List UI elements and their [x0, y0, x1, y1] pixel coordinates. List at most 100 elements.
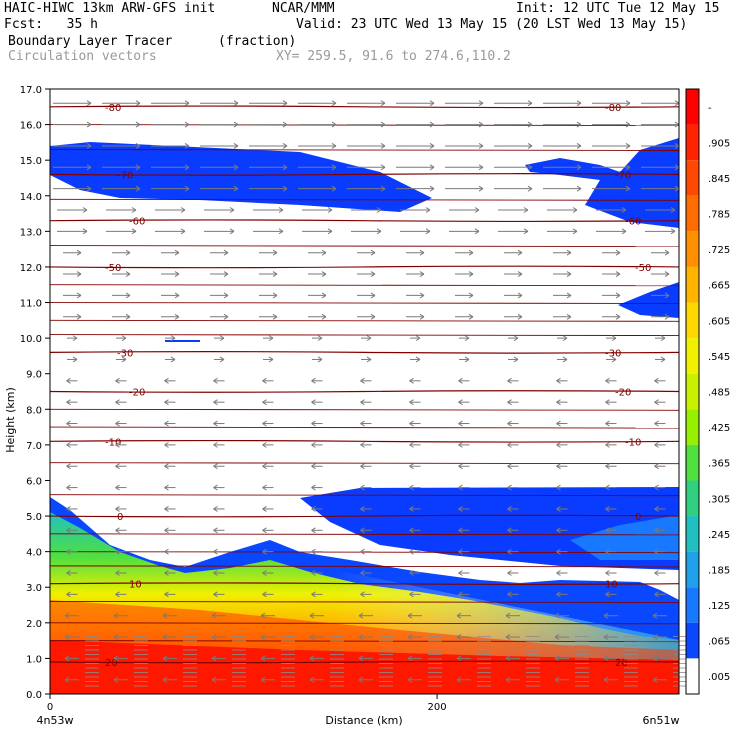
circulation-vector	[106, 228, 137, 235]
circulation-vector	[406, 271, 425, 277]
temperature-contour-line	[49, 565, 680, 568]
temperature-contour-line	[49, 284, 680, 287]
temperature-contour-label: -60	[625, 217, 641, 228]
circulation-vector	[249, 100, 288, 107]
circulation-vector	[456, 655, 471, 662]
circulation-vector	[311, 377, 323, 384]
temperature-contour-line	[49, 439, 680, 443]
circulation-vector	[164, 506, 176, 512]
circulation-vector	[360, 484, 372, 491]
circulation-vector	[204, 207, 235, 213]
circulation-vector	[494, 164, 533, 171]
circulation-vector	[262, 548, 274, 555]
colorbar-swatch	[686, 516, 699, 552]
circulation-vector	[112, 292, 131, 299]
circulation-vector	[63, 313, 82, 320]
y-tick-label: 13.0	[20, 227, 42, 238]
temperature-contour-line	[49, 494, 680, 497]
circulation-vector	[605, 527, 617, 534]
circulation-vector	[605, 506, 617, 512]
forecast-hour: Fcst: 35 h	[4, 17, 98, 32]
temperature-contour-label: -50	[105, 263, 121, 274]
circulation-vector	[652, 655, 667, 662]
circulation-vector	[605, 570, 617, 576]
circulation-vector	[115, 506, 127, 512]
circulation-vector	[259, 292, 278, 299]
colorbar-swatch	[686, 266, 699, 303]
circulation-vector	[652, 634, 667, 640]
circulation-vector	[311, 506, 323, 512]
circulation-vector	[112, 313, 131, 320]
circulation-vector	[311, 399, 323, 406]
colorbar-swatch	[686, 302, 699, 339]
circulation-vector	[298, 164, 337, 171]
circulation-vector	[606, 335, 617, 342]
circulation-vector	[210, 249, 229, 256]
circulation-vector	[605, 377, 617, 384]
circulation-vector	[602, 313, 621, 320]
circulation-vector	[262, 484, 274, 491]
circulation-vector	[455, 249, 474, 256]
circulation-vector	[592, 185, 631, 192]
circulation-vector	[115, 548, 127, 555]
circulation-vector	[211, 634, 226, 640]
circulation-vector	[298, 100, 337, 107]
circulation-vector	[211, 655, 226, 662]
circulation-vector	[654, 527, 666, 534]
circulation-vector	[214, 335, 225, 342]
circulation-vector	[504, 271, 523, 277]
circulation-vector	[505, 612, 520, 619]
circulation-vector	[507, 506, 519, 512]
circulation-vector	[64, 634, 79, 640]
circulation-vector	[66, 399, 78, 406]
circulation-vector	[498, 207, 529, 213]
circulation-vector	[556, 463, 568, 470]
tracer-region-right-mid	[618, 282, 679, 318]
circulation-vector	[200, 164, 239, 171]
circulation-vector	[262, 463, 274, 470]
temperature-contour-line	[49, 334, 680, 337]
circulation-vector	[64, 612, 79, 619]
circulation-vector	[151, 121, 190, 128]
colorbar-label: .725	[708, 245, 730, 256]
circulation-vector	[211, 612, 226, 619]
circulation-vector	[165, 356, 176, 363]
field-name: Boundary Layer Tracer	[8, 34, 173, 49]
circulation-vector	[361, 356, 372, 363]
circulation-vector	[553, 313, 572, 320]
circulation-vector	[507, 377, 519, 384]
colorbar-label: .845	[708, 174, 730, 185]
circulation-vector	[358, 612, 373, 619]
circulation-vector	[67, 356, 78, 363]
circulation-vector	[543, 164, 582, 171]
colorbar-label: .785	[708, 210, 730, 221]
circulation-vector	[602, 271, 621, 277]
circulation-vector	[311, 463, 323, 470]
circulation-vector	[214, 356, 225, 363]
circulation-vector	[57, 228, 88, 235]
circulation-vector	[66, 484, 78, 491]
temperature-contour-line	[49, 265, 680, 269]
circulation-vector	[53, 185, 92, 192]
circulation-vector	[113, 634, 128, 640]
circulation-vector	[260, 634, 275, 640]
circulation-vector	[396, 100, 435, 107]
circulation-vector	[553, 292, 572, 299]
circulation-vector	[347, 164, 386, 171]
circulation-vector	[66, 377, 78, 384]
circulation-vector	[161, 249, 180, 256]
circulation-vector	[112, 271, 131, 277]
circulation-vector	[249, 185, 288, 192]
circulation-vector	[554, 634, 569, 640]
circulation-vector	[445, 100, 484, 107]
circulation-vector	[360, 570, 372, 576]
circulation-vector	[210, 271, 229, 277]
circulation-vector	[66, 463, 78, 470]
circulation-vector	[262, 570, 274, 576]
temperature-contour-line	[49, 245, 680, 248]
temperature-contour-label: -60	[129, 217, 145, 228]
circulation-vector	[66, 441, 78, 448]
circulation-vector	[115, 484, 127, 491]
circulation-vector	[556, 420, 568, 427]
temperature-contour-line	[49, 462, 680, 465]
